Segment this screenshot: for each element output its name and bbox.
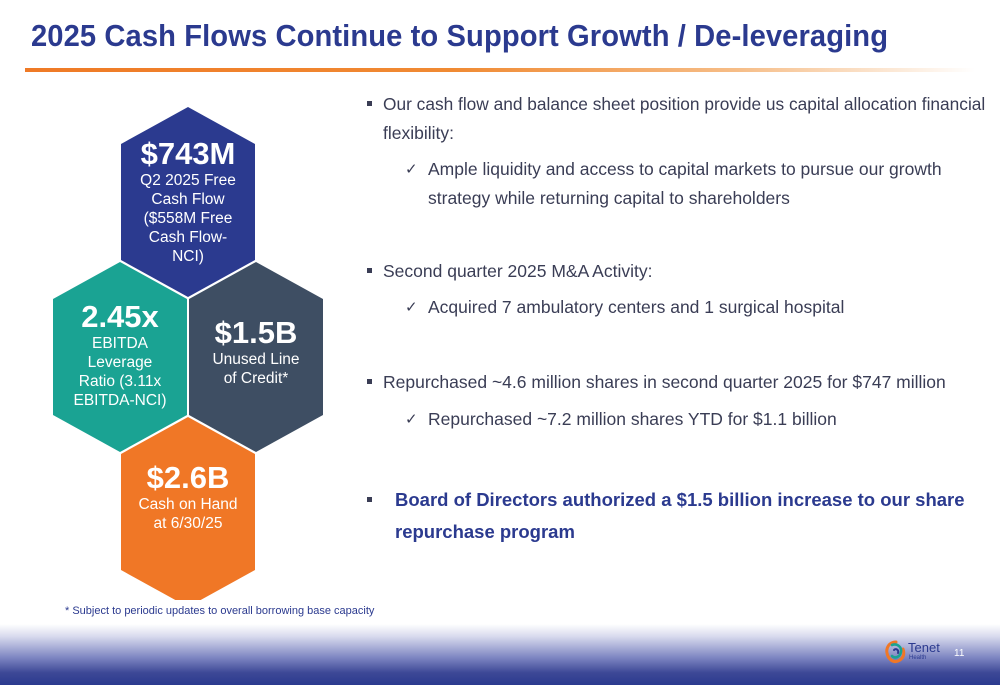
bullet-3: Repurchased ~4.6 million shares in secon… (383, 372, 946, 392)
leverage-line-3: Ratio (3.11x (78, 373, 162, 390)
free-cash-flow-line-5: NCI) (172, 248, 204, 265)
free-cash-flow-line-4: Cash Flow- (148, 229, 228, 246)
hex-leverage-text: 2.45x EBITDA Leverage Ratio (3.11x EBITD… (55, 300, 185, 410)
hex-credit-text: $1.5B Unused Line of Credit* (191, 316, 321, 388)
bullet-4-line-1: Board of Directors authorized a $1.5 bil… (395, 489, 965, 510)
logo-wordmark: Tenet (908, 640, 940, 655)
hexagon-shapes (53, 107, 323, 600)
checkmark-icon: ✓ (405, 410, 418, 428)
metrics-hexagon-cluster: $743M Q2 2025 Free Cash Flow ($558M Free… (0, 0, 360, 600)
title-underline (25, 68, 975, 72)
leverage-line-1: EBITDA (92, 335, 148, 352)
credit-line-1: Unused Line (212, 351, 300, 368)
hex-cash (121, 417, 255, 600)
hex-free-cash-flow (121, 107, 255, 297)
bullet-2-sub: Acquired 7 ambulatory centers and 1 surg… (428, 297, 845, 317)
free-cash-flow-line-1: Q2 2025 Free (140, 172, 236, 189)
bullet-2: Second quarter 2025 M&A Activity: (383, 261, 653, 281)
checkmark-icon: ✓ (405, 298, 418, 316)
hex-leverage (53, 262, 187, 452)
bullet-marker (367, 101, 372, 106)
bullet-marker (367, 379, 372, 384)
free-cash-flow-value: $743M (140, 136, 236, 171)
credit-line-2: of Credit* (223, 370, 289, 387)
credit-value: $1.5B (214, 315, 298, 350)
bullet-4-line-2: repurchase program (395, 521, 575, 542)
cash-line-1: Cash on Hand (138, 496, 238, 513)
logo-subtitle: Health (909, 655, 927, 661)
slide-title: 2025 Cash Flows Continue to Support Grow… (31, 18, 889, 53)
checkmark-icon: ✓ (405, 160, 418, 178)
bullet-1-line-1: Our cash flow and balance sheet position… (383, 94, 986, 114)
leverage-line-2: Leverage (87, 354, 153, 371)
cash-line-2: at 6/30/25 (153, 515, 223, 532)
bullet-marker (367, 268, 372, 273)
bullet-3-sub: Repurchased ~7.2 million shares YTD for … (428, 409, 837, 429)
hex-credit (189, 262, 323, 452)
free-cash-flow-line-2: Cash Flow (151, 191, 225, 208)
bullet-marker (367, 497, 372, 502)
page-number: 11 (954, 648, 965, 659)
leverage-value: 2.45x (81, 299, 159, 334)
bullet-1-sub-line-2: strategy while returning capital to shar… (428, 188, 790, 208)
hex-cash-text: $2.6B Cash on Hand at 6/30/25 (123, 461, 253, 533)
tenet-logo-icon (885, 640, 906, 663)
footer-band (0, 624, 1000, 685)
free-cash-flow-line-3: ($558M Free (143, 210, 233, 227)
cash-value: $2.6B (146, 460, 230, 495)
bullet-1-line-2: flexibility: (383, 123, 454, 143)
leverage-line-4: EBITDA-NCI) (73, 392, 167, 409)
hex-free-cash-flow-text: $743M Q2 2025 Free Cash Flow ($558M Free… (123, 137, 253, 266)
bullet-1-sub-line-1: Ample liquidity and access to capital ma… (428, 159, 942, 179)
footnote: * Subject to periodic updates to overall… (65, 605, 375, 617)
